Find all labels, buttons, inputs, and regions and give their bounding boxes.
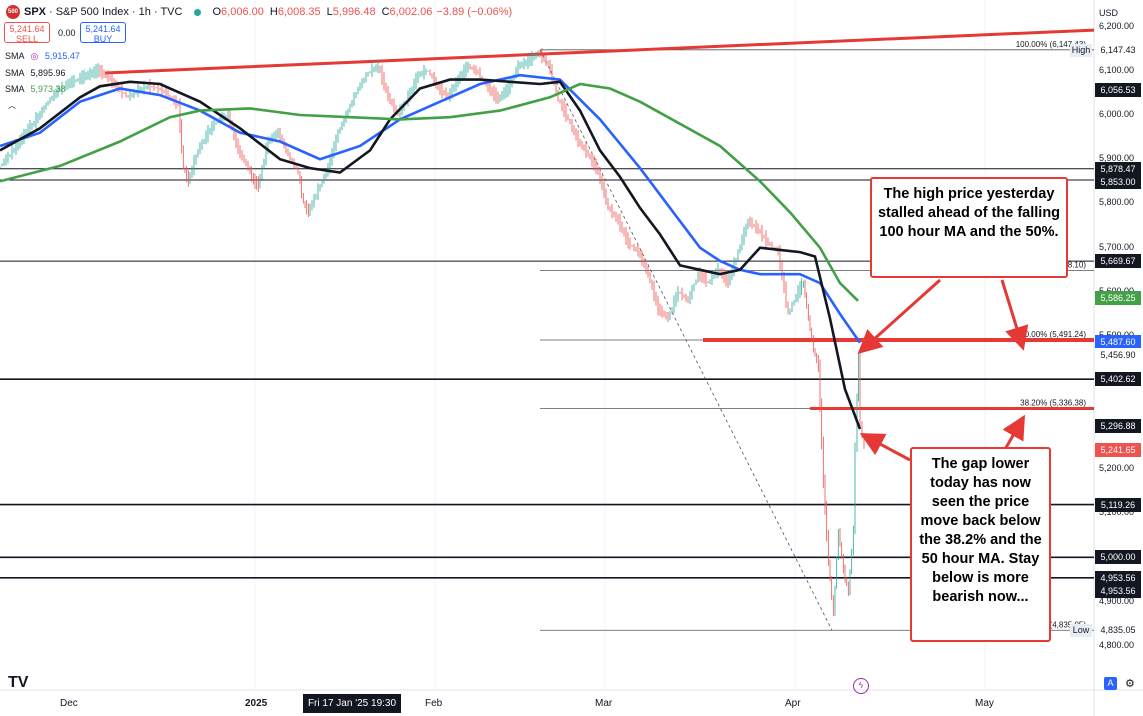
eye-icon[interactable]: ◎: [30, 51, 39, 61]
spread-value: 0.00: [58, 28, 76, 38]
price-tag: Low: [1070, 624, 1092, 638]
trendline-red: [104, 28, 1095, 75]
low-label: L: [326, 6, 333, 18]
price-label: 5,402.62: [1095, 372, 1141, 387]
sma-legend-1[interactable]: SMA ◎ 5,915.47: [5, 51, 80, 62]
price-label: 4,953.56: [1095, 570, 1141, 585]
annotation-top: The high price yesterday stalled ahead o…: [870, 177, 1068, 278]
annotation-bottom: The gap lower today has now seen the pri…: [910, 447, 1051, 642]
y-tick-label: 5,100.00: [1099, 507, 1135, 518]
arrow-to-ma: [857, 278, 942, 355]
sma-legend-3[interactable]: SMA 5,973.38: [5, 84, 66, 94]
y-tick-label: 6,100.00: [1099, 64, 1135, 75]
sma-line-3: [0, 82, 859, 302]
fib-label: 38.20% (5,336.38): [1020, 399, 1086, 408]
sma-value: 5,973.38: [30, 84, 66, 94]
price-label: 4,835.05: [1095, 623, 1141, 638]
high-value: 6,008.35: [277, 6, 321, 18]
sma-label: SMA: [5, 51, 25, 61]
lightning-icon[interactable]: ϟ: [853, 678, 869, 694]
price-label: 6,056.53: [1095, 82, 1141, 97]
tradingview-logo-icon[interactable]: TV: [8, 674, 29, 691]
auto-scale-button[interactable]: A: [1104, 677, 1117, 690]
sell-label: SELL: [15, 34, 39, 44]
buy-price: 5,241.64: [85, 24, 121, 34]
y-tick-label: 5,900.00: [1099, 153, 1135, 164]
y-tick-label: 6,000.00: [1099, 109, 1135, 119]
x-tick-label: Apr: [785, 698, 801, 709]
x-tick-label: 2025: [245, 698, 268, 709]
arrow-to-50: [1000, 279, 1029, 351]
price-label: 5,119.26: [1095, 497, 1141, 512]
sma-line-2: [0, 78, 862, 430]
price-label: 5,878.47: [1095, 161, 1141, 176]
fib-label: 50.00% (5,491.24): [1020, 330, 1086, 339]
price-label: 5,241.65: [1095, 443, 1141, 458]
change-value: −3.89 (−0.06%): [436, 6, 513, 18]
open-label: O: [212, 6, 222, 18]
y-tick-label: 5,700.00: [1099, 241, 1135, 252]
chart-header: 500 SPX · S&P 500 Index · 1h · TVC O 6,00…: [6, 5, 513, 19]
sma-value: 5,895.96: [30, 68, 66, 78]
x-tick-label: Dec: [60, 698, 78, 709]
market-status-icon: [194, 8, 202, 16]
price-label: 5,487.60: [1095, 334, 1141, 349]
y-tick-label: 6,200.00: [1099, 20, 1135, 31]
price-label: 5,669.67: [1095, 254, 1141, 269]
collapse-legend-icon[interactable]: ︿: [8, 101, 16, 110]
sma-line-1: [0, 73, 862, 344]
high-label: H: [269, 6, 278, 18]
price-label: 5,456.90: [1095, 348, 1141, 363]
fib-trendline: [539, 49, 833, 631]
sma-legend-2[interactable]: SMA 5,895.96: [5, 68, 66, 78]
chart-title: S&P 500 Index · 1h · TVC: [55, 6, 183, 18]
close-value: 6,002.06: [389, 6, 433, 18]
symbol[interactable]: SPX: [24, 6, 47, 18]
low-value: 5,996.48: [332, 6, 376, 18]
gear-icon[interactable]: ⚙: [1125, 678, 1135, 690]
x-tick-label: Feb: [425, 698, 443, 709]
price-label: 5,586.25: [1095, 291, 1141, 305]
y-tick-label: 4,800.00: [1099, 639, 1135, 650]
sma-label: SMA: [5, 84, 25, 94]
buy-label: BUY: [93, 34, 113, 44]
sma-label: SMA: [5, 68, 25, 78]
price-label: 4,953.56: [1095, 583, 1141, 598]
crosshair-time-label: Fri 17 Jan '25 19:30: [303, 694, 401, 713]
x-tick-label: May: [975, 698, 994, 709]
price-label: 5,000.00: [1095, 550, 1141, 565]
y-tick-label: 5,600.00: [1099, 286, 1134, 296]
y-tick-label: 4,900.00: [1099, 595, 1135, 606]
y-tick-label: 5,800.00: [1099, 197, 1135, 208]
fib-label: 100.00% (6,147.43): [1016, 40, 1087, 49]
sma-value: 5,915.47: [44, 51, 80, 61]
y-tick-label: 5,200.00: [1099, 462, 1135, 473]
price-label: 5,853.00: [1095, 174, 1141, 189]
open-value: 6,006.00: [221, 6, 264, 18]
x-tick-label: Mar: [595, 698, 613, 709]
price-label: 5,296.88: [1095, 418, 1141, 433]
price-label: 6,147.43: [1095, 42, 1141, 57]
close-label: C: [381, 6, 390, 18]
buy-button[interactable]: 5,241.64 BUY: [80, 22, 126, 44]
symbol-logo-icon: 500: [6, 5, 20, 19]
sell-button[interactable]: 5,241.64 SELL: [4, 22, 50, 44]
sell-price: 5,241.64: [9, 24, 45, 34]
currency-label[interactable]: USD: [1099, 8, 1119, 18]
price-tag: High: [1070, 43, 1092, 57]
arrow-to-price: [859, 433, 911, 462]
fib-label: 0.00% (4,835.05): [1025, 620, 1087, 629]
